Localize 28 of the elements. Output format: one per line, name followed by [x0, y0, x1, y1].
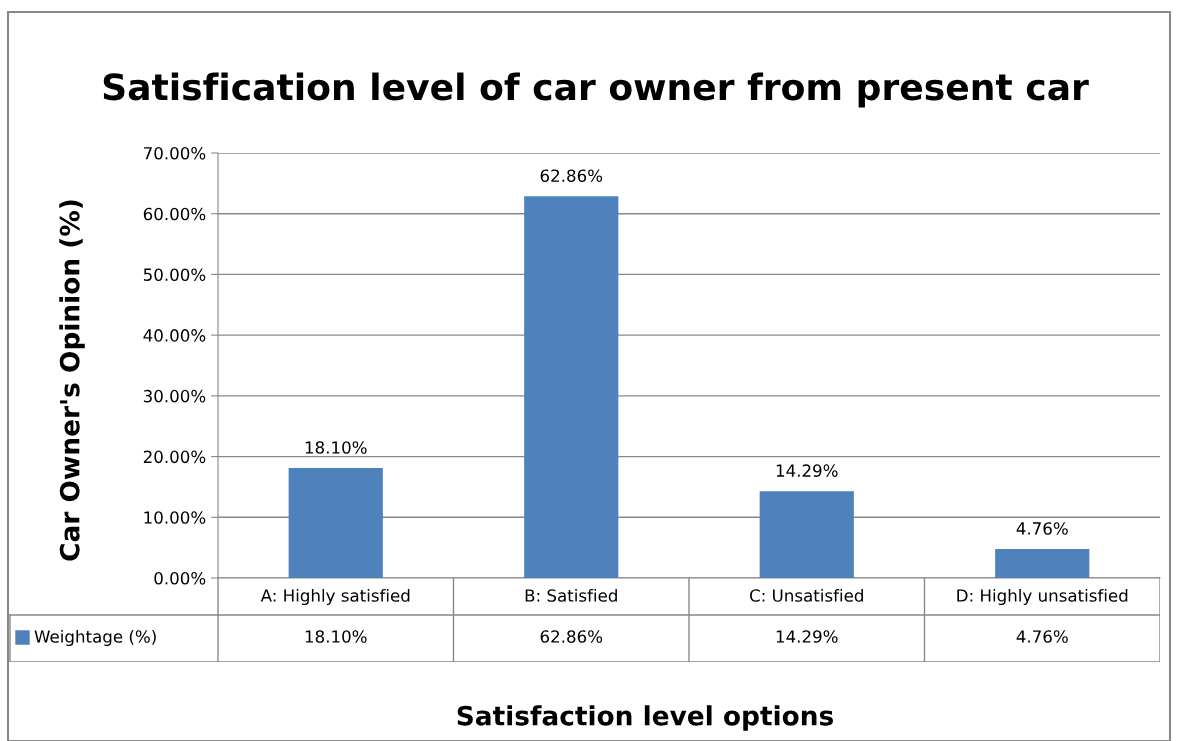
chart-title: Satisfication level of car owner from present car — [103, 72, 1089, 108]
y-tick-label: 0.00% — [154, 571, 206, 585]
x-axis-title: Satisfaction level options — [457, 705, 833, 731]
y-tick-label: 60.00% — [143, 207, 206, 221]
x-tick-label: A: Highly satisfied — [260, 588, 410, 606]
data-label: 4.76% — [1016, 630, 1068, 643]
x-tick-label: D: Highly unsatisfied — [957, 588, 1128, 606]
y-tick-label: 30.00% — [143, 389, 206, 403]
y-tick-label: 20.00% — [143, 450, 206, 464]
data-label: 14.29% — [776, 630, 838, 643]
text: 14.29% — [776, 464, 838, 477]
text: 62.86% — [540, 169, 603, 183]
bar — [995, 549, 1090, 578]
y-tick-label: 50.00% — [143, 268, 206, 281]
text: 18.10% — [305, 441, 367, 454]
data-label: 62.86% — [540, 630, 603, 643]
x-tick-label: C: Unsatisfied — [749, 588, 863, 602]
bar — [759, 491, 854, 578]
x-tick-label: B: Satisfied — [525, 588, 617, 602]
data-label: 18.10% — [305, 630, 367, 643]
bar — [524, 196, 619, 578]
y-tick-label: 40.00% — [143, 329, 206, 342]
text: 4.76% — [1016, 522, 1068, 535]
y-tick-label: 10.00% — [144, 511, 206, 524]
bar — [288, 468, 383, 578]
legend-label: Weightage (%) — [34, 629, 156, 647]
y-tick-label: 70.00% — [144, 146, 206, 160]
y-axis-title: Car Owner's Opinion (%) — [59, 200, 85, 561]
